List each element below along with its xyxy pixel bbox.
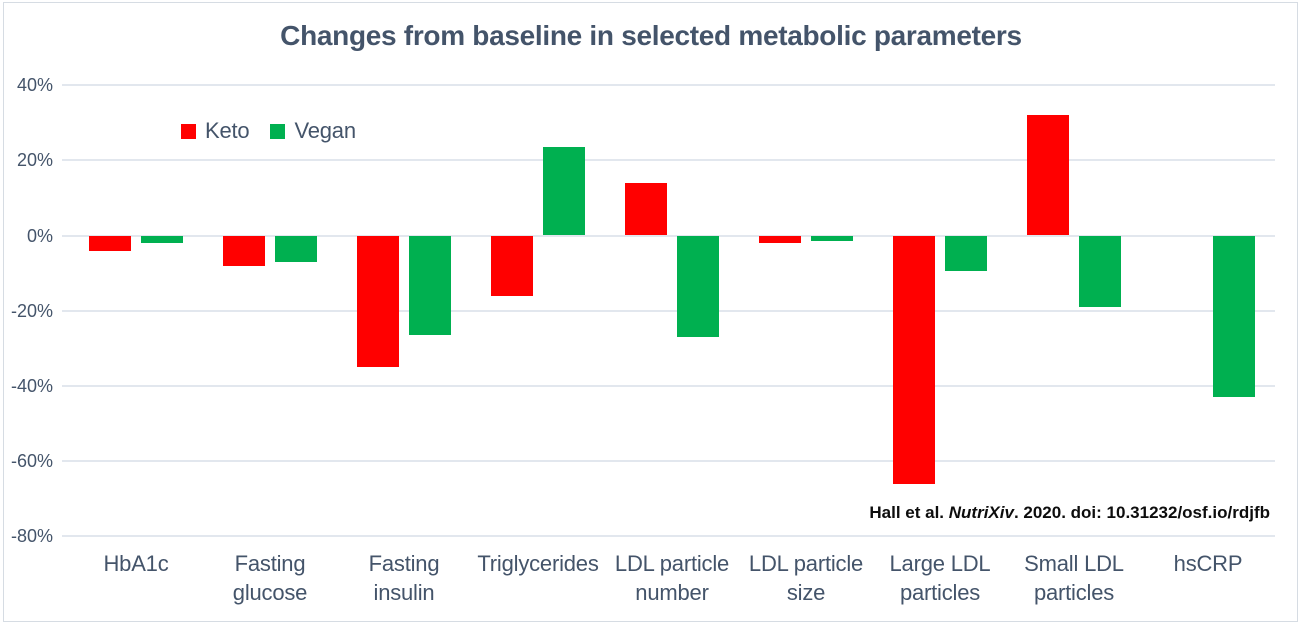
legend-item-vegan: Vegan xyxy=(270,118,356,144)
category-label-line: insulin xyxy=(373,580,435,605)
bar-vegan-large-ldl-particles xyxy=(945,235,987,272)
category-label-line: number xyxy=(635,580,709,605)
bar-vegan-fasting-insulin xyxy=(409,235,451,336)
category-label-fasting-insulin: Fasting insulin xyxy=(324,549,484,607)
category-label-line: Fasting xyxy=(368,551,440,576)
gridline--80 xyxy=(62,535,1275,538)
citation-journal: NutriXiv xyxy=(948,503,1014,522)
category-label-line: size xyxy=(786,580,826,605)
category-label-line: HbA1c xyxy=(103,551,169,576)
category-label-line: Fasting xyxy=(234,551,306,576)
category-label-line: LDL particle xyxy=(748,551,864,576)
gridline-0 xyxy=(62,234,1275,237)
bar-keto-fasting-glucose xyxy=(223,235,265,266)
y-axis-tick-label: -20% xyxy=(10,300,53,321)
vegan-swatch-icon xyxy=(270,123,286,139)
legend: Keto Vegan xyxy=(181,118,356,144)
gridline--40 xyxy=(62,384,1275,387)
gridline--20 xyxy=(62,309,1275,312)
bar-vegan-hba1c xyxy=(141,235,183,244)
bar-keto-ldl-particle-number xyxy=(625,182,667,236)
category-label-hscrp: hsCRP xyxy=(1128,549,1288,578)
bar-keto-fasting-insulin xyxy=(357,235,399,368)
category-label-fasting-glucose: Fasting glucose xyxy=(190,549,350,607)
bar-vegan-fasting-glucose xyxy=(275,235,317,262)
bar-keto-triglycerides xyxy=(491,235,533,296)
y-axis-tick-label: -80% xyxy=(10,526,53,547)
y-axis-tick-label: -60% xyxy=(10,451,53,471)
gridline--60 xyxy=(62,460,1275,462)
category-label-line: Triglycerides xyxy=(477,551,599,576)
y-axis-tick-label: 0% xyxy=(26,225,53,246)
category-label-line: particles xyxy=(899,580,981,605)
citation-prefix: Hall et al. xyxy=(869,503,949,522)
citation-suffix: . 2020. doi: 10.31232/osf.io/rdjfb xyxy=(1013,503,1270,522)
category-label-large-ldl-particles: Large LDL particles xyxy=(860,549,1020,607)
bar-vegan-ldl-particle-size xyxy=(811,235,853,242)
bar-keto-ldl-particle-size xyxy=(759,235,801,244)
keto-swatch-icon xyxy=(181,123,196,139)
bar-keto-small-ldl-particles xyxy=(1027,115,1069,236)
category-label-line: glucose xyxy=(232,580,308,605)
citation-text: Hall et al. NutriXiv. 2020. doi: 10.3123… xyxy=(869,500,1270,526)
category-label-triglycerides: Triglycerides xyxy=(458,549,618,578)
category-label-line: hsCRP xyxy=(1173,551,1243,576)
bar-vegan-hscrp xyxy=(1213,235,1255,398)
category-label-hba1c: HbA1c xyxy=(56,549,216,578)
gridline-40 xyxy=(62,84,1275,87)
chart-title: Changes from baseline in selected metabo… xyxy=(280,20,1022,51)
category-label-small-ldl-particles: Small LDL particles xyxy=(994,549,1154,607)
category-label-line: LDL particle xyxy=(614,551,730,576)
bar-vegan-triglycerides xyxy=(543,147,585,236)
category-label-line: Small LDL xyxy=(1024,551,1124,576)
bar-keto-large-ldl-particles xyxy=(893,235,935,484)
bar-vegan-ldl-particle-number xyxy=(677,235,719,337)
category-label-line: Large LDL xyxy=(889,551,991,576)
bar-vegan-small-ldl-particles xyxy=(1079,235,1121,307)
gridline-20 xyxy=(62,159,1275,162)
category-label-ldl-particle-size: LDL particle size xyxy=(726,549,886,607)
bar-keto-hba1c xyxy=(89,235,131,251)
y-axis-tick-label: 40% xyxy=(16,75,53,96)
legend-item-keto: Keto xyxy=(181,118,250,144)
legend-label-vegan: Vegan xyxy=(294,118,356,143)
y-axis-tick-label: -40% xyxy=(10,375,53,396)
y-axis-tick-label: 20% xyxy=(16,150,53,171)
chart-frame-border xyxy=(3,2,1298,622)
category-label-ldl-particle-number: LDL particle number xyxy=(592,549,752,607)
legend-label-keto: Keto xyxy=(205,118,250,143)
category-label-line: particles xyxy=(1033,580,1115,605)
